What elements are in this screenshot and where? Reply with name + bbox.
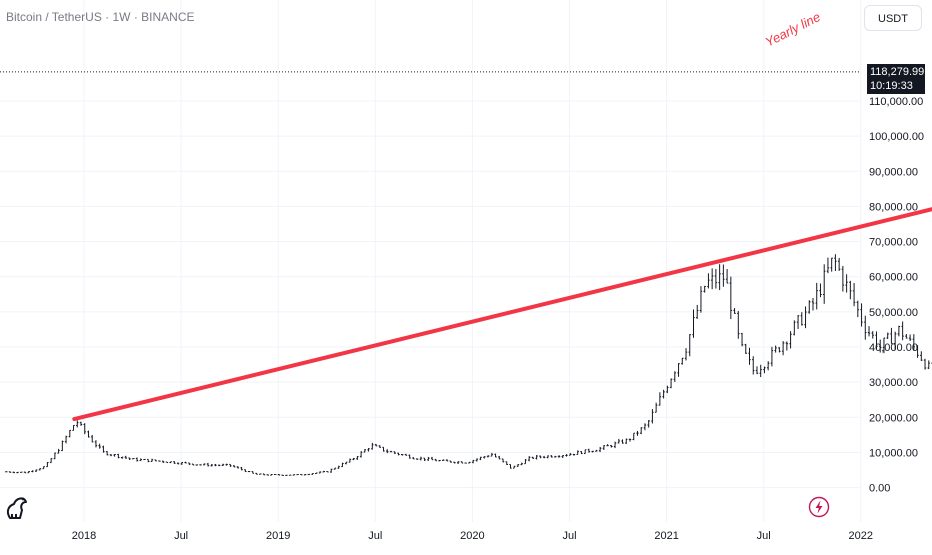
current-price-label: 118,279.99 10:19:33 xyxy=(867,64,925,94)
current-price-value: 118,279.99 xyxy=(870,66,925,78)
currency-button[interactable]: USDT xyxy=(864,5,922,31)
x-tick-label: 2021 xyxy=(654,530,678,542)
x-tick-label: 2018 xyxy=(72,530,96,542)
x-tick-label: Jul xyxy=(174,530,188,542)
y-tick-label: 100,000.00 xyxy=(869,131,924,143)
y-tick-label: 0.00 xyxy=(869,483,890,495)
x-tick-label: 2019 xyxy=(266,530,290,542)
y-tick-label: 110,000.00 xyxy=(869,96,923,108)
y-tick-label: 60,000.00 xyxy=(869,272,918,284)
y-tick-label: 70,000.00 xyxy=(869,237,918,249)
yearly-line-annotation: Yearly line xyxy=(763,9,823,50)
yearly-trendline[interactable] xyxy=(72,52,932,422)
x-tick-label: 2022 xyxy=(849,530,873,542)
y-tick-label: 90,000.00 xyxy=(869,166,918,178)
y-tick-label: 20,000.00 xyxy=(869,412,918,424)
bar-countdown: 10:19:33 xyxy=(870,80,913,92)
price-axis[interactable]: 0.00 10,000.00 20,000.00 30,000.00 40,000.00… xyxy=(869,96,924,495)
time-axis[interactable]: 2018Jul2019Jul2020Jul2021Jul2022Jul2023J… xyxy=(72,530,932,542)
tradingview-logo-icon[interactable] xyxy=(4,492,30,522)
y-tick-label: 10,000.00 xyxy=(869,447,918,459)
x-tick-label: Jul xyxy=(757,530,771,542)
x-tick-label: 2020 xyxy=(460,530,484,542)
y-tick-label: 30,000.00 xyxy=(869,377,918,389)
grid xyxy=(0,0,862,522)
candles xyxy=(5,254,932,476)
x-tick-label: Jul xyxy=(368,530,382,542)
lightning-icon[interactable] xyxy=(808,496,830,518)
y-tick-label: 50,000.00 xyxy=(869,307,918,319)
x-tick-label: Jul xyxy=(562,530,576,542)
y-tick-label: 40,000.00 xyxy=(869,342,918,354)
symbol-title: Bitcoin / TetherUS · 1W · BINANCE xyxy=(6,10,195,24)
y-tick-label: 80,000.00 xyxy=(869,201,918,213)
